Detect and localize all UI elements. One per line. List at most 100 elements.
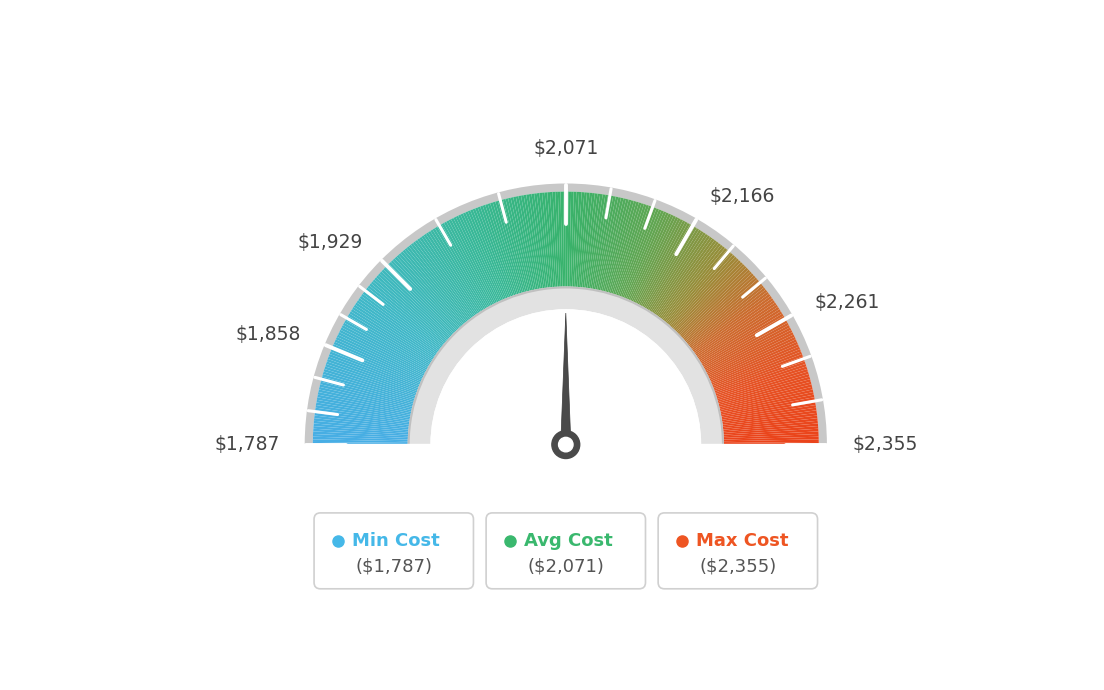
Wedge shape	[629, 213, 671, 302]
Wedge shape	[617, 206, 651, 297]
Wedge shape	[323, 369, 416, 400]
Wedge shape	[364, 290, 442, 350]
Wedge shape	[654, 235, 710, 316]
Wedge shape	[643, 224, 692, 308]
Wedge shape	[540, 193, 551, 288]
Wedge shape	[318, 392, 413, 413]
Wedge shape	[470, 209, 508, 299]
Wedge shape	[542, 193, 553, 288]
Wedge shape	[622, 208, 659, 299]
Wedge shape	[361, 294, 439, 353]
Wedge shape	[710, 346, 800, 385]
Wedge shape	[660, 243, 721, 321]
Wedge shape	[413, 241, 473, 319]
Wedge shape	[376, 275, 449, 341]
Wedge shape	[348, 313, 432, 365]
Wedge shape	[565, 192, 569, 288]
Wedge shape	[503, 199, 529, 293]
Wedge shape	[468, 210, 507, 300]
Wedge shape	[679, 270, 751, 337]
Wedge shape	[531, 194, 546, 289]
Wedge shape	[315, 408, 411, 423]
Wedge shape	[328, 357, 418, 391]
Wedge shape	[343, 323, 428, 371]
Wedge shape	[609, 201, 639, 295]
Wedge shape	[658, 240, 716, 319]
Wedge shape	[700, 313, 784, 365]
Wedge shape	[478, 206, 512, 297]
Wedge shape	[321, 379, 414, 406]
Wedge shape	[490, 202, 520, 295]
Wedge shape	[393, 258, 459, 331]
Wedge shape	[333, 342, 423, 382]
Wedge shape	[563, 192, 565, 288]
Wedge shape	[715, 369, 808, 400]
Wedge shape	[426, 233, 480, 314]
Wedge shape	[669, 255, 735, 328]
Wedge shape	[460, 213, 502, 302]
Wedge shape	[648, 230, 701, 312]
Wedge shape	[602, 198, 626, 293]
Wedge shape	[521, 195, 540, 290]
Wedge shape	[401, 251, 465, 326]
Wedge shape	[420, 237, 476, 317]
Wedge shape	[691, 292, 768, 351]
Wedge shape	[716, 371, 809, 401]
Wedge shape	[722, 428, 818, 436]
Wedge shape	[574, 192, 582, 288]
Wedge shape	[608, 201, 636, 294]
Wedge shape	[572, 192, 578, 288]
Wedge shape	[435, 227, 486, 310]
Wedge shape	[312, 437, 408, 442]
Wedge shape	[672, 258, 739, 331]
Wedge shape	[712, 351, 802, 388]
Wedge shape	[458, 215, 500, 303]
Wedge shape	[431, 230, 484, 312]
Wedge shape	[437, 226, 487, 310]
Wedge shape	[718, 382, 811, 407]
Wedge shape	[314, 426, 410, 435]
Wedge shape	[671, 257, 737, 329]
Wedge shape	[686, 282, 761, 344]
Wedge shape	[720, 395, 815, 415]
Wedge shape	[314, 421, 410, 431]
Wedge shape	[668, 253, 733, 327]
Wedge shape	[396, 255, 463, 328]
Text: Min Cost: Min Cost	[352, 532, 439, 550]
Bar	[199, 444, 933, 614]
Wedge shape	[386, 264, 456, 334]
Wedge shape	[588, 195, 605, 290]
Wedge shape	[424, 234, 479, 315]
Wedge shape	[450, 218, 496, 305]
Wedge shape	[344, 320, 429, 369]
Wedge shape	[496, 201, 523, 294]
Wedge shape	[723, 442, 819, 444]
Wedge shape	[715, 366, 807, 397]
Wedge shape	[577, 193, 587, 288]
Text: $2,355: $2,355	[852, 435, 917, 454]
Wedge shape	[721, 411, 817, 425]
Wedge shape	[555, 192, 561, 288]
Wedge shape	[701, 316, 785, 366]
Wedge shape	[722, 426, 818, 435]
Wedge shape	[578, 193, 590, 288]
Wedge shape	[723, 437, 819, 442]
Wedge shape	[537, 193, 550, 289]
Wedge shape	[637, 219, 683, 306]
Wedge shape	[567, 192, 571, 288]
Wedge shape	[337, 335, 425, 378]
Wedge shape	[681, 273, 754, 339]
Wedge shape	[678, 268, 749, 336]
Wedge shape	[374, 277, 448, 342]
Wedge shape	[363, 292, 440, 351]
Wedge shape	[316, 402, 411, 420]
Text: $1,787: $1,787	[214, 435, 279, 454]
Wedge shape	[709, 342, 798, 382]
Wedge shape	[636, 218, 681, 305]
Wedge shape	[389, 262, 457, 333]
Wedge shape	[721, 405, 816, 422]
Wedge shape	[548, 192, 556, 288]
Wedge shape	[326, 362, 417, 395]
Wedge shape	[713, 357, 804, 391]
Wedge shape	[357, 300, 437, 357]
